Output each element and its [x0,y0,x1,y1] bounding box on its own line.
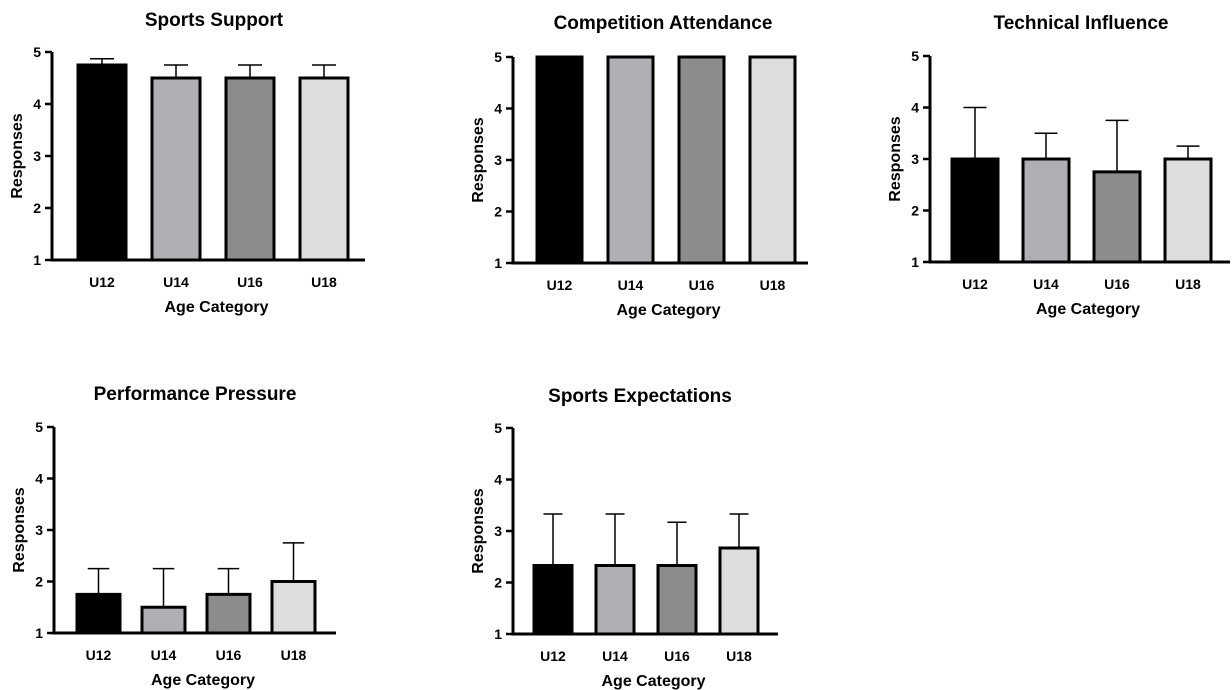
x-tick-label: U16 [216,647,242,663]
bar-u14 [606,55,655,265]
x-tick-label: U14 [151,647,177,663]
x-tick-label: U12 [540,648,566,664]
x-tick-label: U14 [163,274,189,290]
y-tick-label: 3 [911,151,919,167]
x-tick-label: U12 [86,647,112,663]
y-axis-label: Responses [11,487,28,572]
y-tick-label: 1 [494,255,502,271]
y-axis-label: Responses [470,117,487,202]
x-tick-label: U16 [664,648,690,664]
x-tick-label: U14 [1033,276,1059,292]
y-tick-label: 1 [494,626,502,642]
chart-panel-1: Sports Support U12 U14 U16 U18 1 2 3 4 5 Age Categ… [9,10,365,316]
bar-u14 [140,605,187,635]
bar-u18 [718,546,760,636]
y-tick-label: 3 [33,148,41,164]
chart-panel-5: Sports Expectations U12 U14 U16 U18 1 2 3 4 5 Age … [470,386,778,690]
y-tick-label: 2 [494,575,502,591]
bar-u12 [535,55,584,265]
y-tick-label: 3 [35,522,43,538]
x-tick-label: U12 [89,274,115,290]
bar-u16 [1092,170,1142,264]
bar-u12 [532,564,574,636]
chart-panel-4: Performance Pressure U12 U14 U16 U18 1 2 3 4 5 Age… [11,384,336,689]
y-tick-label: 5 [33,44,41,60]
bar-u18 [298,76,350,262]
bar-u18 [270,580,317,635]
chart-title: Performance Pressure [94,384,297,405]
y-tick-label: 2 [33,200,41,216]
x-tick-label: U18 [281,647,307,663]
bar-u16 [677,55,726,265]
chart-title: Technical Influence [994,13,1169,34]
y-tick-label: 3 [494,523,502,539]
y-axis-label: Responses [887,116,904,201]
y-tick-label: 5 [911,48,919,64]
chart-title: Sports Expectations [548,386,732,407]
chart-panel-2: Competition Attendance U12 U14 U16 U18 1 2 3 4 5 A… [470,13,808,319]
y-tick-label: 1 [33,252,41,268]
x-tick-label: U14 [618,277,644,293]
y-tick-label: 4 [911,100,919,116]
x-axis-label: Age Category [1036,301,1140,318]
bar-u16 [205,592,252,635]
y-tick-label: 4 [494,472,502,488]
x-tick-label: U12 [547,277,573,293]
y-tick-label: 5 [494,49,502,65]
y-tick-label: 5 [494,420,502,436]
x-tick-label: U14 [602,648,628,664]
x-tick-label: U16 [689,277,715,293]
bar-u18 [1163,157,1213,264]
chart-title: Sports Support [145,10,284,31]
x-axis-label: Age Category [616,302,720,319]
bar-u18 [748,55,797,265]
y-tick-label: 4 [33,96,41,112]
y-axis-label: Responses [9,113,26,198]
x-tick-label: U12 [962,276,988,292]
bar-u12 [75,592,122,635]
y-tick-label: 4 [494,101,502,117]
bar-u14 [150,76,202,262]
y-tick-label: 1 [35,625,43,641]
chart-title: Competition Attendance [554,13,773,34]
bar-u12 [950,157,1000,264]
y-axis-label: Responses [470,488,487,573]
y-tick-label: 5 [35,419,43,435]
bar-u16 [656,564,698,636]
chart-panel-3: Technical Influence U12 U14 U16 U18 1 2 3 4 5 Age … [887,13,1230,318]
bar-u14 [594,564,636,636]
y-tick-label: 2 [35,574,43,590]
y-tick-label: 2 [911,203,919,219]
x-tick-label: U18 [726,648,752,664]
x-axis-label: Age Category [601,673,705,690]
x-tick-label: U18 [311,274,337,290]
bar-u16 [224,76,276,262]
x-tick-label: U16 [1104,276,1130,292]
x-axis-label: Age Category [151,672,255,689]
bar-u12 [76,63,128,262]
bar-u14 [1021,157,1071,264]
x-tick-label: U18 [760,277,786,293]
x-axis-label: Age Category [164,299,268,316]
y-tick-label: 4 [35,471,43,487]
x-tick-label: U18 [1175,276,1201,292]
y-tick-label: 1 [911,254,919,270]
y-tick-label: 2 [494,204,502,220]
y-tick-label: 3 [494,152,502,168]
x-tick-label: U16 [237,274,263,290]
